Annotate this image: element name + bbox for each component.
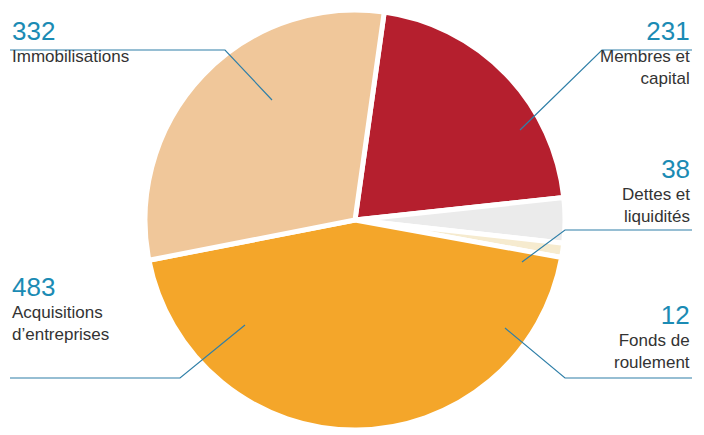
svg-text:483Acquisitionsd’entreprises: 483Acquisitionsd’entreprises xyxy=(12,272,109,344)
svg-text:332Immobilisations: 332Immobilisations xyxy=(12,16,129,66)
svg-text:12Fonds deroulement: 12Fonds deroulement xyxy=(614,300,690,372)
svg-text:231Membres etcapital: 231Membres etcapital xyxy=(600,16,690,88)
svg-text:38Dettes etliquidités: 38Dettes etliquidités xyxy=(622,154,690,226)
